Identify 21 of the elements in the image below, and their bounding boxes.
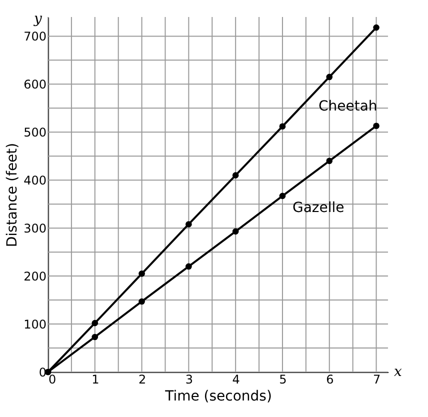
text: y (33, 11, 44, 27)
x-tick-label: 3 (185, 372, 194, 386)
series-label: Cheetah (318, 98, 378, 114)
x-tick-label: 0 (48, 372, 56, 386)
x-tick-label: 6 (326, 372, 334, 386)
y-tick-label: 600 (24, 78, 46, 92)
x-tick-label: 2 (138, 372, 146, 386)
x-tick-label: 1 (92, 372, 100, 386)
y-tick-label: 300 (24, 222, 46, 236)
x-tick-label: 4 (232, 372, 240, 386)
x-axis-title: Time (seconds) (164, 388, 272, 404)
y-tick-label: 400 (24, 174, 46, 188)
y-axis-title: Distance (feet) (4, 142, 21, 248)
y-tick-label: 200 (24, 270, 46, 284)
x-tick-label: 7 (372, 372, 381, 386)
y-tick-label: 700 (24, 30, 46, 44)
y-tick-label: 100 (24, 318, 46, 332)
text: x (394, 364, 402, 380)
series-label: Gazelle (292, 200, 344, 216)
x-tick-label: 5 (279, 372, 287, 386)
y-tick-label: 500 (24, 126, 46, 140)
